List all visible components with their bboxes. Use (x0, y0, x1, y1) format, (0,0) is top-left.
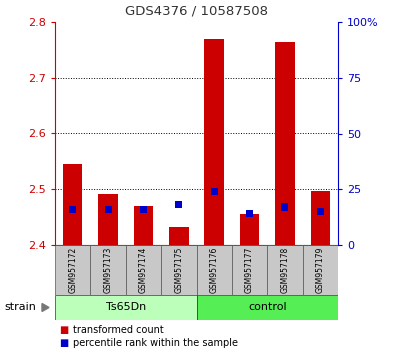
Text: GSM957172: GSM957172 (68, 247, 77, 293)
Text: GSM957177: GSM957177 (245, 247, 254, 293)
Text: GDS4376 / 10587508: GDS4376 / 10587508 (125, 5, 268, 18)
Text: GSM957176: GSM957176 (210, 247, 219, 293)
Text: control: control (248, 303, 286, 313)
Bar (90, 245, 126, 295)
Bar (69, 206, 76, 213)
Bar (98, 194, 118, 245)
Text: GSM957174: GSM957174 (139, 247, 148, 293)
Bar (205, 39, 224, 245)
Bar (196, 245, 232, 295)
Bar (267, 245, 303, 295)
Bar (175, 201, 182, 209)
Text: ■: ■ (59, 325, 68, 335)
Bar (126, 245, 161, 295)
Bar (196, 295, 338, 320)
Text: ■: ■ (59, 338, 68, 348)
Bar (303, 245, 338, 295)
Text: GSM957173: GSM957173 (103, 247, 113, 293)
Bar (134, 206, 153, 245)
Polygon shape (42, 303, 49, 312)
Bar (211, 188, 218, 195)
Bar (161, 245, 196, 295)
Text: Ts65Dn: Ts65Dn (105, 303, 146, 313)
Bar (246, 210, 253, 217)
Text: strain: strain (4, 303, 36, 313)
Bar (169, 227, 188, 245)
Text: transformed count: transformed count (73, 325, 164, 335)
Text: GSM957175: GSM957175 (174, 247, 183, 293)
Bar (232, 245, 267, 295)
Bar (317, 208, 324, 215)
Bar (140, 206, 147, 213)
Text: GSM957178: GSM957178 (280, 247, 290, 293)
Bar (275, 41, 295, 245)
Bar (281, 204, 288, 211)
Bar (55, 295, 196, 320)
Bar (63, 164, 83, 245)
Bar (240, 214, 259, 245)
Text: percentile rank within the sample: percentile rank within the sample (73, 338, 238, 348)
Bar (55, 245, 90, 295)
Text: GSM957179: GSM957179 (316, 247, 325, 293)
Bar (105, 206, 112, 213)
Bar (310, 191, 330, 245)
